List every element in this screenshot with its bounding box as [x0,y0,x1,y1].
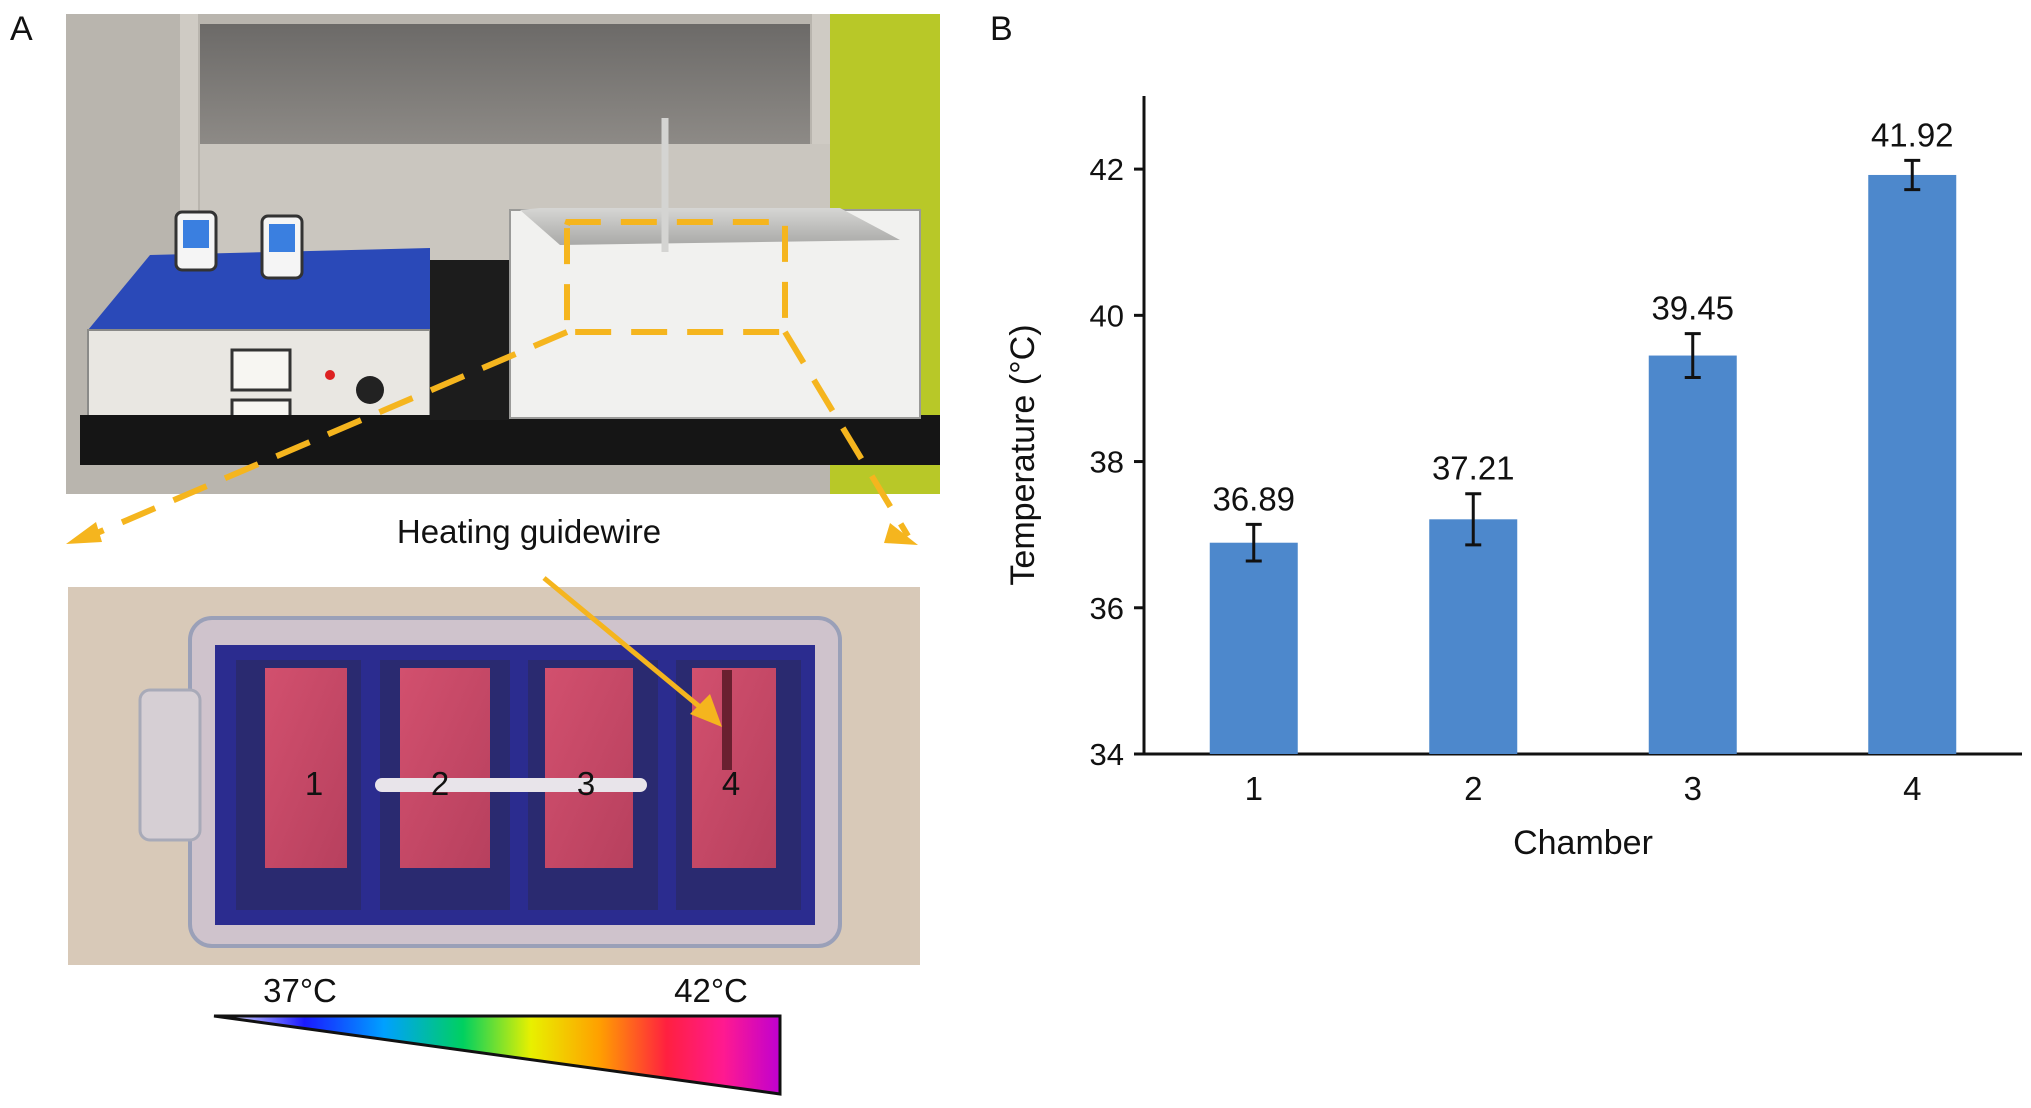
guidewire-arrow-line [542,576,708,714]
meter-1 [230,348,292,392]
y-tick-label-40: 40 [1090,298,1124,333]
guidewire-rod [722,670,732,770]
y-tick-label-38: 38 [1090,445,1124,480]
value-label-1: 36.89 [1212,480,1295,517]
bar-1 [1209,542,1298,754]
x-tick-label-1: 1 [1245,770,1263,807]
tray-outline [88,219,911,539]
apparatus-photo [66,14,940,539]
panel-a-label: A [10,10,33,48]
gradient-min-label: 37°C [263,972,337,1009]
y-axis-title: Temperature (°C) [1004,324,1042,585]
panel-b-label: B [990,10,1013,48]
bath-tray [520,208,900,245]
temperature-gradient-bar [213,1014,782,1096]
instrument-knob [356,376,384,404]
back-panel [200,24,810,144]
panel-a: A [10,10,940,1096]
x-tick-label-3: 3 [1684,770,1702,807]
bar-3 [1648,355,1737,754]
x-tick-label-2: 2 [1464,770,1482,807]
heating-guidewire-label: Heating guidewire [397,513,661,550]
bar-chart: 34 36 38 40 42 36.89 1 37.21 2 39.45 3 41.92 4 Chambe… [1004,96,2022,862]
guidewire-arrow-head-icon [690,694,722,727]
y-tick-label-36: 36 [1090,591,1124,626]
indicator-light [325,370,335,380]
tissue-2 [400,668,490,868]
panel-b: B 34 36 38 40 42 36.89 1 37.21 2 39.45 3 41.92 4 Cham… [990,10,2022,862]
value-label-4: 41.92 [1871,116,1954,153]
bench-surface [80,415,940,465]
y-tick-label-42: 42 [1090,152,1124,187]
center-bar [375,778,647,792]
instrument-top [88,248,430,330]
chamber-label-1: 1 [305,765,323,802]
projection-arrow-left-icon [66,522,102,544]
y-tick-label-34: 34 [1090,737,1124,772]
thermo-screen-1 [183,220,209,248]
chamber-label-3: 3 [577,765,595,802]
chamber-label-4: 4 [722,765,740,802]
thermo-screen-2 [269,224,295,252]
tissue-1 [265,668,347,868]
gradient-max-label: 42°C [674,972,748,1009]
chamber-plate-photo: 1 2 3 4 [68,587,920,965]
bar-2 [1429,519,1518,754]
tissue-3 [545,668,633,868]
chamber-label-2: 2 [431,765,449,802]
x-tick-label-4: 4 [1903,770,1921,807]
value-label-2: 37.21 [1432,450,1515,487]
projection-arrow-right-icon [884,523,918,545]
bar-4 [1868,174,1957,754]
bench-dark-area [430,260,510,420]
value-label-3: 39.45 [1651,290,1734,327]
plate-tab [138,688,202,842]
x-axis-title: Chamber [1513,824,1653,862]
